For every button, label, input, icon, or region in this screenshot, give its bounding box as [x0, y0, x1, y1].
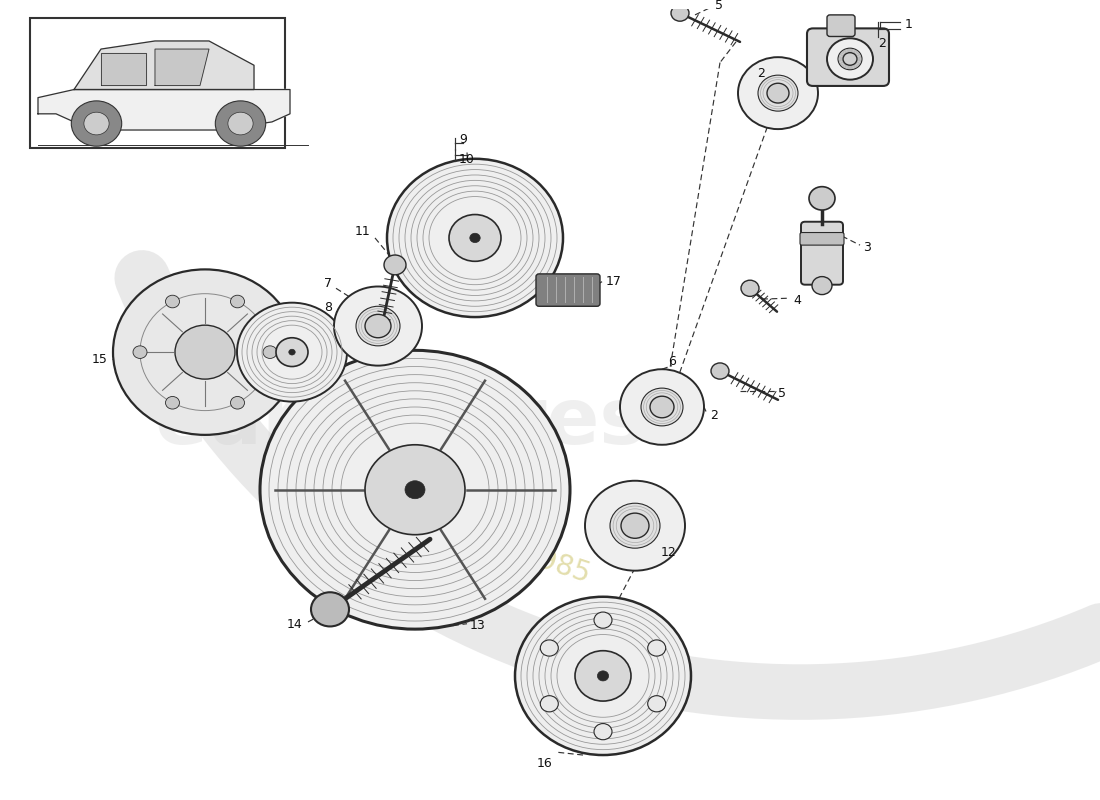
Circle shape [165, 397, 179, 409]
Circle shape [276, 338, 308, 366]
Circle shape [738, 57, 818, 129]
Circle shape [838, 48, 862, 70]
Circle shape [621, 513, 649, 538]
Circle shape [648, 640, 666, 656]
Circle shape [540, 640, 559, 656]
Circle shape [641, 388, 683, 426]
Polygon shape [74, 41, 254, 90]
Text: 1: 1 [905, 18, 913, 31]
Circle shape [540, 696, 559, 712]
Text: 8: 8 [324, 301, 332, 314]
Circle shape [610, 503, 660, 548]
Circle shape [515, 597, 691, 755]
Text: 5: 5 [715, 0, 723, 13]
Circle shape [289, 350, 295, 355]
FancyBboxPatch shape [807, 28, 889, 86]
Circle shape [827, 38, 873, 80]
Circle shape [449, 214, 500, 262]
Circle shape [405, 481, 425, 498]
Text: 3: 3 [864, 242, 871, 254]
Circle shape [356, 306, 400, 346]
Circle shape [133, 346, 147, 358]
Circle shape [470, 234, 481, 242]
FancyBboxPatch shape [827, 15, 855, 37]
Text: 15: 15 [92, 353, 108, 366]
Text: 4: 4 [793, 294, 801, 307]
Circle shape [165, 295, 179, 308]
Circle shape [384, 255, 406, 274]
Circle shape [231, 397, 244, 409]
Circle shape [767, 83, 789, 103]
Text: 5: 5 [778, 387, 786, 400]
Circle shape [594, 723, 612, 740]
Circle shape [758, 75, 798, 111]
Text: 7: 7 [324, 278, 332, 290]
Circle shape [843, 53, 857, 66]
Circle shape [311, 592, 349, 626]
Circle shape [113, 270, 297, 435]
FancyBboxPatch shape [800, 233, 844, 245]
Polygon shape [39, 90, 290, 130]
Circle shape [648, 696, 666, 712]
Circle shape [72, 101, 122, 146]
Polygon shape [101, 53, 146, 86]
Circle shape [228, 112, 253, 135]
Circle shape [260, 350, 570, 629]
Text: 13: 13 [470, 619, 486, 632]
Circle shape [334, 286, 422, 366]
Circle shape [175, 325, 235, 379]
Circle shape [263, 346, 277, 358]
Text: 10: 10 [459, 153, 475, 166]
Circle shape [236, 302, 346, 402]
Text: 2: 2 [878, 38, 886, 50]
Circle shape [597, 671, 608, 681]
Text: 9: 9 [459, 133, 466, 146]
Circle shape [620, 370, 704, 445]
Text: 2: 2 [710, 409, 718, 422]
Text: 17: 17 [606, 275, 621, 289]
Circle shape [365, 445, 465, 534]
Text: 16: 16 [537, 757, 553, 770]
Circle shape [365, 314, 390, 338]
Text: 6: 6 [668, 354, 675, 368]
Circle shape [594, 612, 612, 628]
Text: 2: 2 [757, 67, 764, 80]
Text: eurospares: eurospares [154, 384, 646, 460]
Text: 14: 14 [286, 618, 302, 631]
Circle shape [387, 158, 563, 317]
Text: a passion since 1985: a passion since 1985 [307, 472, 593, 589]
Circle shape [231, 295, 244, 308]
Circle shape [588, 662, 618, 690]
Circle shape [650, 396, 674, 418]
Polygon shape [155, 49, 209, 86]
Circle shape [585, 481, 685, 570]
FancyBboxPatch shape [801, 222, 843, 285]
Text: 12: 12 [661, 546, 676, 559]
Circle shape [575, 650, 631, 701]
Circle shape [314, 594, 346, 625]
Circle shape [671, 5, 689, 21]
FancyBboxPatch shape [536, 274, 600, 306]
Text: 11: 11 [354, 225, 370, 238]
Circle shape [808, 186, 835, 210]
FancyBboxPatch shape [30, 18, 285, 148]
Circle shape [741, 280, 759, 296]
Circle shape [711, 363, 729, 379]
Circle shape [216, 101, 266, 146]
Circle shape [812, 277, 832, 294]
Circle shape [84, 112, 109, 135]
